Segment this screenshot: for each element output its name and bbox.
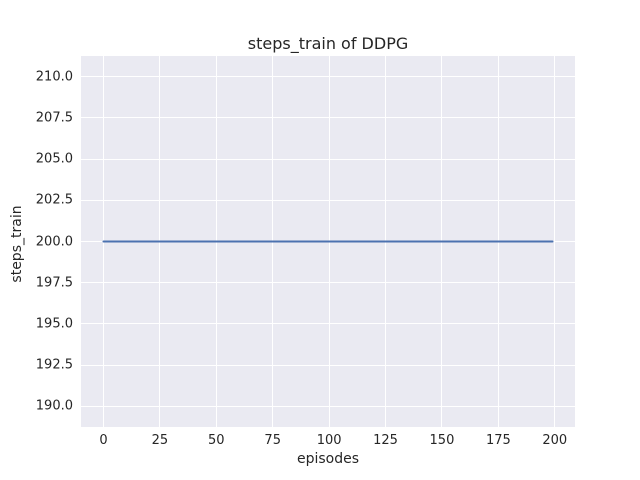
y-tick-label: 205.0 [35, 151, 73, 167]
line-series-steps-train [102, 240, 554, 243]
y-tick-label: 190.0 [35, 398, 73, 414]
y-tick-label: 200.0 [35, 234, 73, 249]
gridline-horizontal [81, 364, 575, 366]
y-tick-label: 192.5 [35, 357, 73, 373]
plot-area [81, 56, 575, 427]
x-axis-label: episodes [296, 451, 360, 467]
chart-title: steps_train of DDPG [247, 34, 409, 53]
x-tick-label: 75 [264, 433, 281, 448]
x-tick-label: 0 [99, 433, 108, 448]
gridline-horizontal [81, 323, 575, 325]
x-tick-label: 100 [316, 433, 342, 448]
x-tick-label: 200 [542, 433, 568, 448]
y-tick-label: 195.0 [35, 316, 73, 332]
y-tick-label: 210.0 [35, 69, 73, 85]
x-tick-label: 175 [485, 433, 511, 448]
y-tick-label: 207.5 [35, 110, 73, 126]
y-axis-label: steps_train [9, 205, 25, 283]
x-tick-label: 25 [151, 433, 169, 448]
gridline-horizontal [81, 282, 575, 284]
gridline-horizontal [81, 158, 575, 160]
gridline-horizontal [81, 405, 575, 407]
gridline-vertical [554, 56, 556, 427]
y-tick-label: 202.5 [35, 192, 73, 208]
y-tick-label: 197.5 [35, 275, 73, 291]
x-tick-label: 50 [208, 433, 225, 448]
x-tick-label: 125 [373, 433, 398, 448]
x-tick-label: 150 [429, 433, 455, 448]
gridline-horizontal [81, 117, 575, 119]
gridline-horizontal [81, 199, 575, 201]
gridline-horizontal [81, 76, 575, 78]
